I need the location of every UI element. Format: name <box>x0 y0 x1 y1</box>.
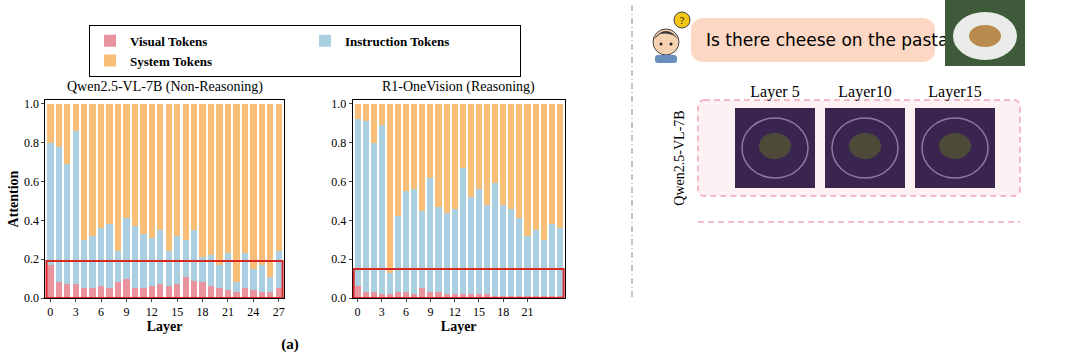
svg-text:Attention: Attention <box>6 170 21 227</box>
svg-text:6: 6 <box>403 305 409 319</box>
svg-text:?: ? <box>680 14 685 26</box>
svg-text:0.8: 0.8 <box>24 136 39 150</box>
svg-text:18: 18 <box>197 305 209 319</box>
svg-text:9: 9 <box>123 305 129 319</box>
svg-text:6: 6 <box>98 305 104 319</box>
html-text:(a): (a) <box>281 336 299 352</box>
svg-text:15: 15 <box>473 305 485 319</box>
svg-text:12: 12 <box>146 305 158 319</box>
svg-text:24: 24 <box>247 305 259 319</box>
svg-text:0.4: 0.4 <box>24 214 39 228</box>
svg-text:0.0: 0.0 <box>24 291 39 305</box>
svg-text:0: 0 <box>47 305 53 319</box>
svg-text:R1-OneVision (Reasoning): R1-OneVision (Reasoning) <box>382 79 535 95</box>
svg-text:Qwen2.5-VL-7B: Qwen2.5-VL-7B <box>672 110 687 205</box>
svg-text:0.4: 0.4 <box>331 214 346 228</box>
svg-text:Layer: Layer <box>441 319 477 334</box>
svg-text:15: 15 <box>171 305 183 319</box>
svg-text:System Tokens: System Tokens <box>130 54 212 69</box>
svg-text:0: 0 <box>355 305 361 319</box>
svg-text:21: 21 <box>222 305 234 319</box>
svg-text:0.2: 0.2 <box>331 252 346 266</box>
svg-text:Qwen2.5-VL-7B (Non-Reasoning): Qwen2.5-VL-7B (Non-Reasoning) <box>67 79 263 95</box>
svg-text:27: 27 <box>273 305 285 319</box>
svg-text:Layer15: Layer15 <box>928 83 981 101</box>
svg-text:18: 18 <box>497 305 509 319</box>
svg-text:1.0: 1.0 <box>331 97 346 111</box>
svg-text:21: 21 <box>521 305 533 319</box>
svg-text:0.6: 0.6 <box>331 175 346 189</box>
svg-text:0.2: 0.2 <box>24 252 39 266</box>
svg-text:3: 3 <box>379 305 385 319</box>
svg-text:0.8: 0.8 <box>331 136 346 150</box>
svg-text:Layer10: Layer10 <box>838 83 891 101</box>
svg-text:0.6: 0.6 <box>24 175 39 189</box>
svg-text:Instruction Tokens: Instruction Tokens <box>345 34 449 49</box>
svg-text:3: 3 <box>73 305 79 319</box>
svg-text:Visual Tokens: Visual Tokens <box>130 34 207 49</box>
svg-text:Layer: Layer <box>147 319 183 334</box>
svg-text:12: 12 <box>449 305 461 319</box>
svg-text:Is there cheese on the pasta?: Is there cheese on the pasta? <box>706 30 957 50</box>
svg-text:1.0: 1.0 <box>24 97 39 111</box>
svg-text:9: 9 <box>427 305 433 319</box>
svg-text:0.0: 0.0 <box>331 291 346 305</box>
svg-text:Layer 5: Layer 5 <box>750 83 799 101</box>
